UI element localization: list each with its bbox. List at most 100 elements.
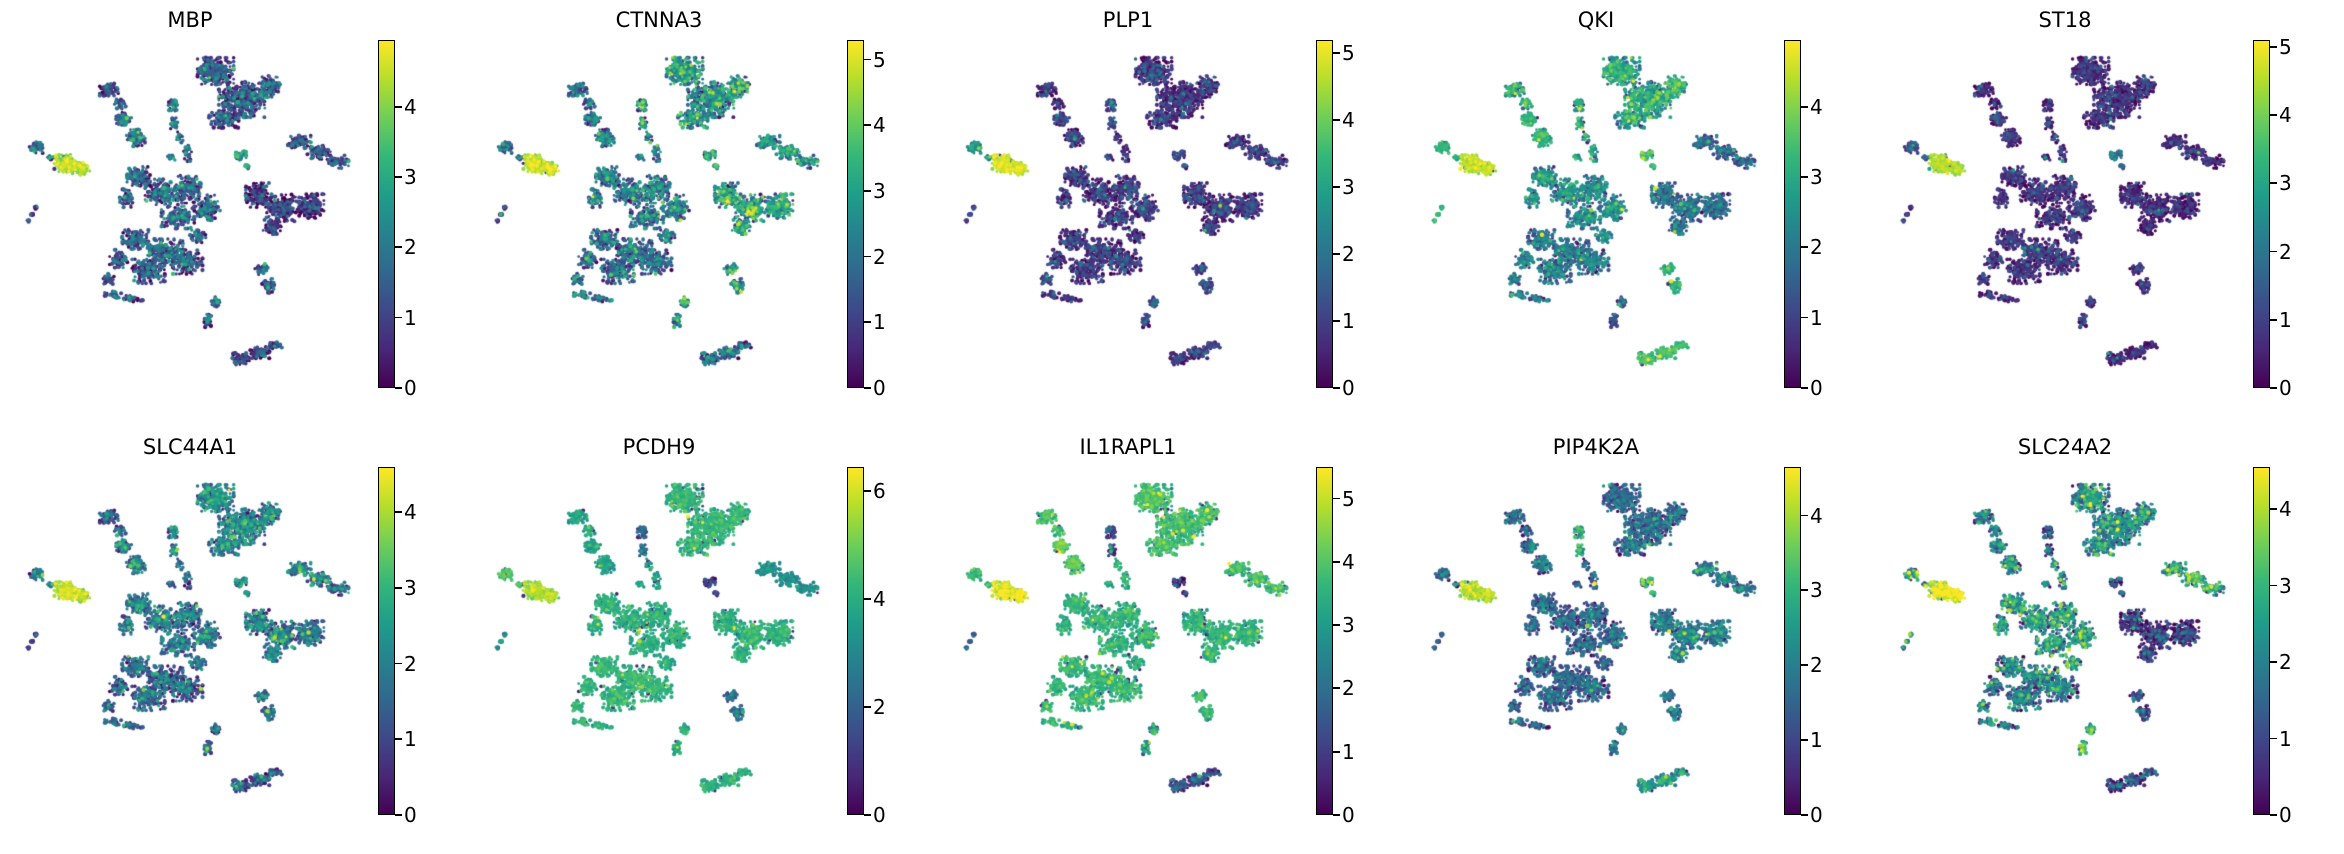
colorbar-tick-label: 1	[873, 310, 886, 335]
colorbar-tick-mark	[1801, 176, 1808, 178]
colorbar-tick-label: 2	[1810, 653, 1823, 678]
panel-title: PCDH9	[622, 435, 696, 459]
colorbar-tick-mark	[1801, 514, 1808, 517]
colorbar-tick-mark	[1333, 52, 1340, 55]
colorbar-tick-mark	[2270, 250, 2277, 253]
colorbar-tick-label: 2	[873, 695, 886, 720]
colorbar-tick-mark	[1801, 316, 1808, 319]
colorbar-tick-label: 5	[873, 47, 886, 72]
colorbar-tick-mark	[395, 738, 402, 741]
colorbar-tick-label: 1	[2279, 726, 2292, 751]
colorbar-tick-mark	[2270, 318, 2277, 321]
colorbar-tick-label: 2	[1810, 235, 1823, 260]
colorbar-tick-label: 1	[2279, 307, 2292, 332]
colorbar-tick-label: 0	[404, 376, 417, 400]
colorbar-tick-label: 1	[1342, 309, 1355, 334]
colorbar-tick-label: 2	[873, 244, 886, 269]
colorbar-tick-mark	[2270, 508, 2277, 510]
colorbar-tick-label: 4	[1810, 94, 1823, 119]
colorbar-tick-label: 0	[1342, 376, 1355, 400]
colorbar-tick-mark	[1801, 105, 1808, 108]
colorbar-tick-mark	[2270, 737, 2277, 740]
panel-title: CTNNA3	[615, 8, 703, 32]
colorbar-tick-mark	[1333, 624, 1340, 626]
colorbar-tick-label: 3	[2279, 573, 2292, 598]
colorbar-ST18	[2253, 40, 2270, 388]
colorbar-tick-label: 5	[1342, 41, 1355, 66]
colorbar-tick-mark	[395, 176, 402, 178]
colorbar-tick-mark	[1333, 387, 1340, 389]
colorbar-tick-label: 4	[873, 587, 886, 612]
colorbar-tick-mark	[1333, 253, 1340, 255]
panel-title: ST18	[2038, 8, 2092, 32]
colorbar-tick-mark	[1333, 687, 1340, 690]
umap-scatter-IL1RAPL1	[948, 465, 1308, 815]
colorbar-tick-label: 0	[2279, 803, 2292, 827]
colorbar-tick-label: 0	[2279, 376, 2292, 400]
colorbar-tick-mark	[864, 814, 871, 816]
colorbar-tick-label: 1	[1810, 305, 1823, 330]
colorbar-tick-label: 1	[404, 727, 417, 752]
umap-scatter-MBP	[10, 38, 370, 388]
colorbar-tick-label: 1	[1342, 739, 1355, 764]
colorbar-tick-label: 2	[404, 651, 417, 676]
colorbar-tick-label: 4	[404, 500, 417, 525]
colorbar-tick-label: 0	[1810, 376, 1823, 400]
colorbar-tick-label: 4	[2279, 103, 2292, 128]
panel-title: SLC44A1	[142, 435, 238, 459]
colorbar-tick-mark	[1333, 814, 1340, 816]
colorbar-tick-label: 3	[1810, 578, 1823, 603]
colorbar-tick-mark	[864, 124, 871, 127]
colorbar-tick-mark	[864, 321, 871, 324]
colorbar-tick-mark	[1333, 750, 1340, 753]
panel-title: PLP1	[1102, 8, 1154, 32]
colorbar-tick-label: 2	[2279, 650, 2292, 675]
colorbar-tick-mark	[395, 662, 402, 665]
umap-scatter-SLC24A2	[1885, 465, 2245, 815]
colorbar-tick-mark	[1801, 387, 1808, 389]
colorbar-tick-label: 4	[873, 113, 886, 138]
umap-scatter-PLP1	[948, 38, 1308, 388]
colorbar-tick-mark	[1801, 246, 1808, 249]
panel-title: MBP	[167, 8, 213, 32]
umap-scatter-CTNNA3	[479, 38, 839, 388]
umap-scatter-PCDH9	[479, 465, 839, 815]
colorbar-tick-label: 3	[1810, 165, 1823, 190]
colorbar-tick-label: 0	[873, 376, 886, 400]
colorbar-tick-label: 1	[1810, 728, 1823, 753]
colorbar-tick-label: 5	[2279, 34, 2292, 59]
colorbar-PCDH9	[847, 467, 864, 815]
colorbar-PLP1	[1316, 40, 1333, 388]
colorbar-tick-mark	[395, 105, 402, 108]
panel-SLC44A1: SLC44A1 0 1 2 3 4	[0, 427, 469, 854]
colorbar-tick-label: 0	[404, 803, 417, 827]
panel-CTNNA3: CTNNA3 0 1 2 3 4 5	[469, 0, 938, 427]
colorbar-tick-label: 5	[1342, 486, 1355, 511]
panel-title: SLC24A2	[2017, 435, 2113, 459]
colorbar-tick-label: 3	[404, 576, 417, 601]
colorbar-tick-mark	[864, 190, 871, 192]
colorbar-tick-mark	[2270, 814, 2277, 816]
colorbar-tick-mark	[1333, 186, 1340, 189]
colorbar-QKI	[1784, 40, 1801, 388]
colorbar-tick-label: 3	[404, 165, 417, 190]
colorbar-tick-mark	[1333, 320, 1340, 322]
panel-MBP: MBP 0 1 2 3 4	[0, 0, 469, 427]
umap-scatter-ST18	[1885, 38, 2245, 388]
colorbar-IL1RAPL1	[1316, 467, 1333, 815]
panel-title: PIP4K2A	[1552, 435, 1640, 459]
umap-scatter-SLC44A1	[10, 465, 370, 815]
colorbar-tick-mark	[2270, 584, 2277, 587]
colorbar-tick-mark	[1333, 497, 1340, 500]
colorbar-tick-label: 4	[1342, 549, 1355, 574]
colorbar-SLC24A2	[2253, 467, 2270, 815]
panel-QKI: QKI 0 1 2 3 4	[1406, 0, 1875, 427]
colorbar-tick-label: 3	[873, 179, 886, 204]
colorbar-tick-mark	[2270, 387, 2277, 389]
colorbar-tick-mark	[864, 58, 871, 61]
colorbar-tick-mark	[395, 511, 402, 514]
colorbar-tick-mark	[2270, 45, 2277, 48]
umap-scatter-QKI	[1416, 38, 1776, 388]
panel-title: IL1RAPL1	[1079, 435, 1177, 459]
